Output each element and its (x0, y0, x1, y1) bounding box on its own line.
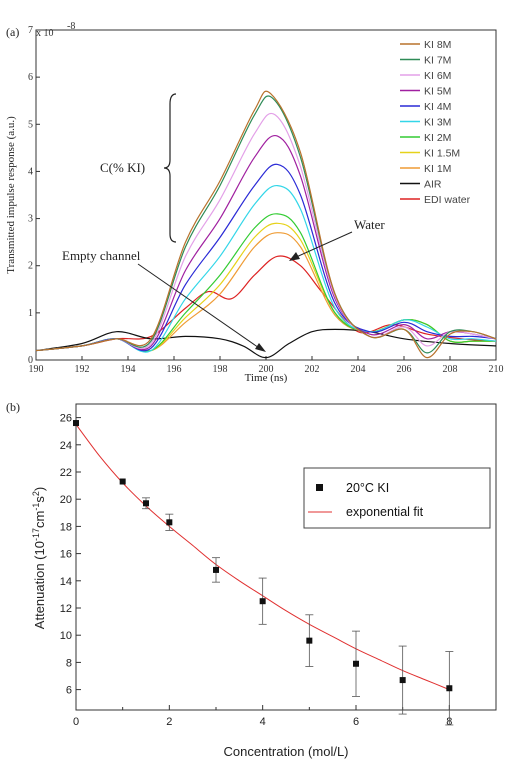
panel-a-series (35, 90, 497, 359)
water-arrow (293, 231, 353, 259)
panel-b-ylabel: Attenuation (10-17cm-1s2) (31, 487, 47, 629)
series-line-edi-water (35, 255, 497, 352)
annotation-water: Water (354, 217, 385, 232)
panel-b-ytick-label: 24 (60, 440, 72, 452)
data-point (399, 677, 406, 684)
legend-label: KI 2M (424, 132, 451, 144)
empty-channel-arrowhead (255, 343, 266, 352)
series-line-ki-7m (35, 95, 497, 354)
panel-b-series (73, 420, 454, 726)
panel-a-axes: 190 192 194 196 198 200 202 204 206 208 210 0 1 2 3 4 5 6… (28, 25, 504, 375)
panel-b-xtick-label: 6 (353, 716, 359, 728)
legend-label: KI 4M (424, 101, 451, 113)
panel-a-xtick-label: 204 (351, 364, 366, 375)
panel-b-ytick-label: 14 (60, 576, 72, 588)
panel-a-ytick-label: 5 (28, 119, 33, 130)
panel-a-ylabel: Transmitted impulse response (a.u.) (5, 116, 17, 274)
panel-a-legend: KI 8M KI 7M KI 6M KI 5M KI 4M KI 3M KI 2M KI 1.… (400, 39, 471, 206)
panel-a-xtick-label: 196 (167, 364, 182, 375)
panel-b-ytick-label: 6 (66, 685, 72, 697)
exponential-fit-line (75, 424, 450, 691)
panel-b-legend: 20°C KI exponential fit (303, 467, 491, 529)
empty-channel-arrow (137, 263, 263, 351)
data-point (166, 519, 173, 526)
panel-b-xlabel: Concentration (mol/L) (224, 744, 349, 759)
panel-a-xtick-label: 200 (259, 364, 274, 375)
panel-a-xtick-label: 192 (75, 364, 90, 375)
panel-b-axes: 0246868101214161820222426 (60, 413, 453, 728)
panel-b-label: (b) (6, 400, 20, 414)
legend-label: KI 5M (424, 86, 451, 98)
panel-b-legend-box (303, 467, 491, 529)
panel-a-ytick-label: 4 (28, 166, 33, 177)
panel-a-xtick-label: 206 (397, 364, 412, 375)
annotation-empty-channel: Empty channel (62, 248, 141, 263)
panel-b-ytick-label: 12 (60, 603, 72, 615)
panel-b-xtick-label: 2 (166, 716, 172, 728)
legend-label: KI 3M (424, 117, 451, 129)
series-line-air (35, 328, 497, 359)
panel-a-xtick-label: 190 (29, 364, 44, 375)
panel-b-xtick-label: 0 (73, 716, 79, 728)
data-point (259, 598, 266, 605)
panel-a-exponent: x 10 -8 (36, 21, 75, 39)
data-point (73, 420, 79, 427)
panel-a-xtick-label: 208 (443, 364, 458, 375)
series-line-ki-3m (35, 184, 497, 353)
data-point (119, 478, 126, 485)
exponent-power: -8 (67, 21, 75, 32)
legend-label: 20°C KI (346, 481, 389, 495)
panel-a-xtick-label: 194 (121, 364, 136, 375)
series-line-ki-6m (35, 112, 497, 352)
legend-label: KI 1M (424, 163, 451, 175)
legend-label: KI 6M (424, 70, 451, 82)
panel-a-ytick-label: 3 (28, 214, 33, 225)
series-line-ki-8m (35, 90, 497, 359)
panel-b-ytick-label: 16 (60, 549, 72, 561)
panel-a-label: (a) (6, 25, 19, 39)
panel-b-ytick-label: 8 (66, 657, 72, 669)
panel-b-xtick-label: 4 (260, 716, 266, 728)
legend-marker (316, 484, 323, 491)
data-point (446, 685, 453, 692)
legend-label: KI 7M (424, 55, 451, 67)
data-point (143, 500, 149, 507)
legend-label: AIR (424, 179, 442, 191)
panel-b-ytick-label: 10 (60, 630, 72, 642)
data-point (306, 637, 313, 644)
exponent-base: x 10 (36, 28, 54, 39)
legend-label: KI 1.5M (424, 148, 460, 160)
panel-a-xtick-label: 202 (305, 364, 320, 375)
series-line-ki-2m (35, 213, 496, 352)
panel-a-xtick-label: 198 (213, 364, 228, 375)
panel-a-ytick-label: 7 (28, 25, 33, 36)
panel-a-xlabel: Time (ns) (245, 372, 288, 384)
data-point (353, 660, 359, 667)
data-point (213, 566, 219, 573)
series-line-ki-5m (35, 134, 497, 352)
panel-b-ytick-label: 18 (60, 521, 72, 533)
panel-b-plot-frame (75, 403, 497, 711)
water-arrowhead (289, 252, 300, 261)
panel-a-ytick-label: 1 (28, 308, 33, 319)
legend-label: EDI water (424, 194, 471, 206)
c-ki-brace (163, 93, 177, 243)
legend-label: KI 8M (424, 39, 451, 51)
panel-a-ytick-label: 0 (28, 355, 33, 366)
panel-a-ytick-label: 2 (28, 261, 33, 272)
panel-a-xtick-label: 210 (489, 364, 504, 375)
panel-a-ytick-label: 6 (28, 72, 33, 83)
legend-label: exponential fit (346, 505, 424, 519)
panel-b-ytick-label: 22 (60, 467, 72, 479)
panel-b-ytick-label: 20 (60, 494, 72, 506)
panel-b-ytick-label: 26 (60, 413, 72, 425)
annotation-c-ki: C(% KI) (100, 160, 145, 175)
